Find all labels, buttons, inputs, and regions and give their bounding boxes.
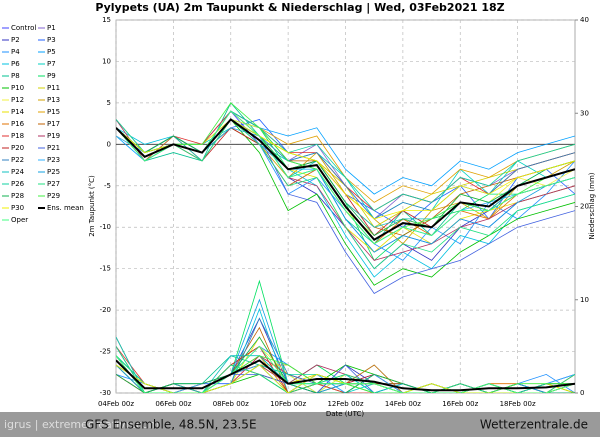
y-tick-label: 10 — [102, 57, 111, 65]
legend-label: P27 — [47, 180, 60, 188]
legend-label: P25 — [47, 168, 60, 176]
watermark: igrus | extremecreative.com — [4, 418, 159, 431]
y2-tick-label: 0 — [580, 389, 584, 397]
dewpoint-line — [116, 118, 575, 270]
precip-line — [116, 359, 575, 392]
legend-label: P17 — [47, 120, 60, 128]
dewpoint-line — [116, 118, 575, 237]
legend-label: P18 — [11, 132, 24, 140]
y-tick-label: -15 — [100, 265, 111, 273]
legend-label: P21 — [47, 144, 60, 152]
y-tick-label: -20 — [100, 306, 111, 314]
y-tick-label: -10 — [100, 223, 111, 231]
footer-right: Wetterzentrale.de — [480, 418, 588, 432]
precip-line — [116, 346, 575, 393]
footer-bar — [0, 412, 600, 437]
y2-tick-label: 20 — [580, 203, 589, 211]
legend-label: P20 — [11, 144, 24, 152]
legend-label: P22 — [11, 156, 24, 164]
legend-label: P16 — [11, 120, 25, 128]
x-tick-label: 18Feb 00z — [500, 400, 536, 408]
x-tick-label: 08Feb 00z — [213, 400, 249, 408]
x-tick-label: 12Feb 00z — [327, 400, 363, 408]
legend-label: P6 — [11, 60, 20, 68]
dewpoint-line — [116, 118, 575, 241]
y2-tick-label: 40 — [580, 16, 589, 24]
legend-label: P7 — [47, 60, 56, 68]
legend-label: P19 — [47, 132, 60, 140]
legend-label: P8 — [11, 72, 20, 80]
x-tick-label: 04Feb 00z — [98, 400, 134, 408]
y-tick-label: 15 — [102, 16, 111, 24]
legend-label: P12 — [11, 96, 24, 104]
legend-label: P24 — [11, 168, 25, 176]
plot-lines — [116, 102, 575, 393]
legend-label: P4 — [11, 48, 20, 56]
precip-line — [116, 355, 575, 393]
precip-line — [116, 345, 575, 393]
x-tick-label: 06Feb 00z — [155, 400, 191, 408]
legend-label: P23 — [47, 156, 60, 164]
legend-label: P13 — [47, 96, 60, 104]
legend-label: Control — [11, 24, 36, 32]
legend-label: Oper — [11, 216, 28, 224]
x-tick-label: 14Feb 00z — [385, 400, 421, 408]
footer-left: GFS Ensemble, 48.5N, 23.5E — [85, 418, 257, 432]
legend-label: P5 — [47, 48, 56, 56]
x-axis-label: Date (UTC) — [326, 410, 365, 418]
y-axis-label: 2m Taupunkt (°C) — [88, 175, 96, 237]
y2-axis-label: Niederschlag (mm) — [588, 172, 596, 239]
legend-label: P26 — [11, 180, 25, 188]
legend-label: P14 — [11, 108, 25, 116]
x-tick-label: 10Feb 00z — [270, 400, 306, 408]
legend-label: P1 — [47, 24, 56, 32]
legend-label: P10 — [11, 84, 24, 92]
chart-title: Pylypets (UA) 2m Taupunkt & Niederschlag… — [95, 1, 504, 14]
y2-tick-label: 30 — [580, 109, 589, 117]
legend-label: P11 — [47, 84, 60, 92]
legend-label: P28 — [11, 192, 24, 200]
y-tick-label: -5 — [104, 182, 111, 190]
legend-label: Ens. mean — [47, 204, 84, 212]
legend-label: P30 — [11, 204, 24, 212]
legend-label: P15 — [47, 108, 60, 116]
y-tick-label: -30 — [100, 389, 111, 397]
legend-label: P29 — [47, 192, 60, 200]
y2-tick-label: 10 — [580, 296, 589, 304]
precip-line — [116, 346, 575, 393]
y-tick-label: -25 — [100, 348, 111, 356]
legend-label: P9 — [47, 72, 56, 80]
x-tick-label: 16Feb 00z — [442, 400, 478, 408]
legend-label: P3 — [47, 36, 56, 44]
y-tick-label: 0 — [107, 140, 111, 148]
legend-label: P2 — [11, 36, 20, 44]
y-tick-label: 5 — [107, 99, 111, 107]
